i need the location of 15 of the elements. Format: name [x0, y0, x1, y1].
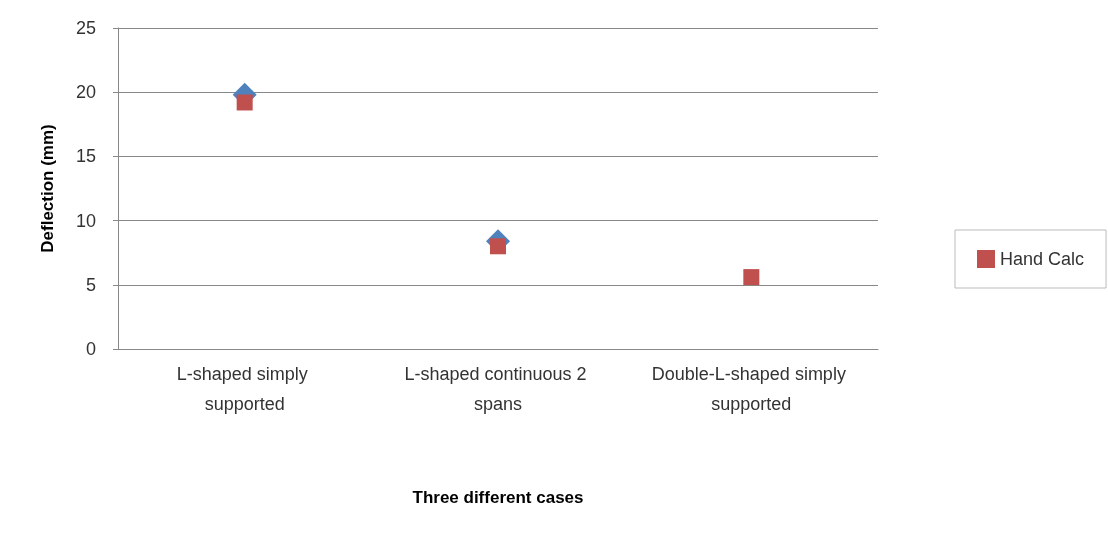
x-axis-title: Three different cases: [412, 488, 584, 507]
y-tick-label: 25: [75, 18, 96, 38]
point: [236, 94, 253, 111]
y-tick-label: 15: [75, 146, 96, 167]
x-tick-label: L-shaped continuous 2 spans: [404, 364, 592, 414]
point: [490, 238, 506, 255]
point: [743, 269, 760, 286]
y-tick-label: 0: [85, 339, 96, 359]
x-tick-label: L-shaped simply supported: [176, 364, 313, 414]
y-tick-label: 5: [85, 274, 96, 295]
y-axis-title: Deflection (mm): [38, 124, 57, 253]
x-tick-label: Double-L-shaped simply supported: [651, 364, 851, 414]
y-tick-label: 20: [75, 82, 96, 103]
y-tick-label: 10: [75, 210, 96, 231]
legend-label: Hand Calc: [1000, 249, 1085, 269]
